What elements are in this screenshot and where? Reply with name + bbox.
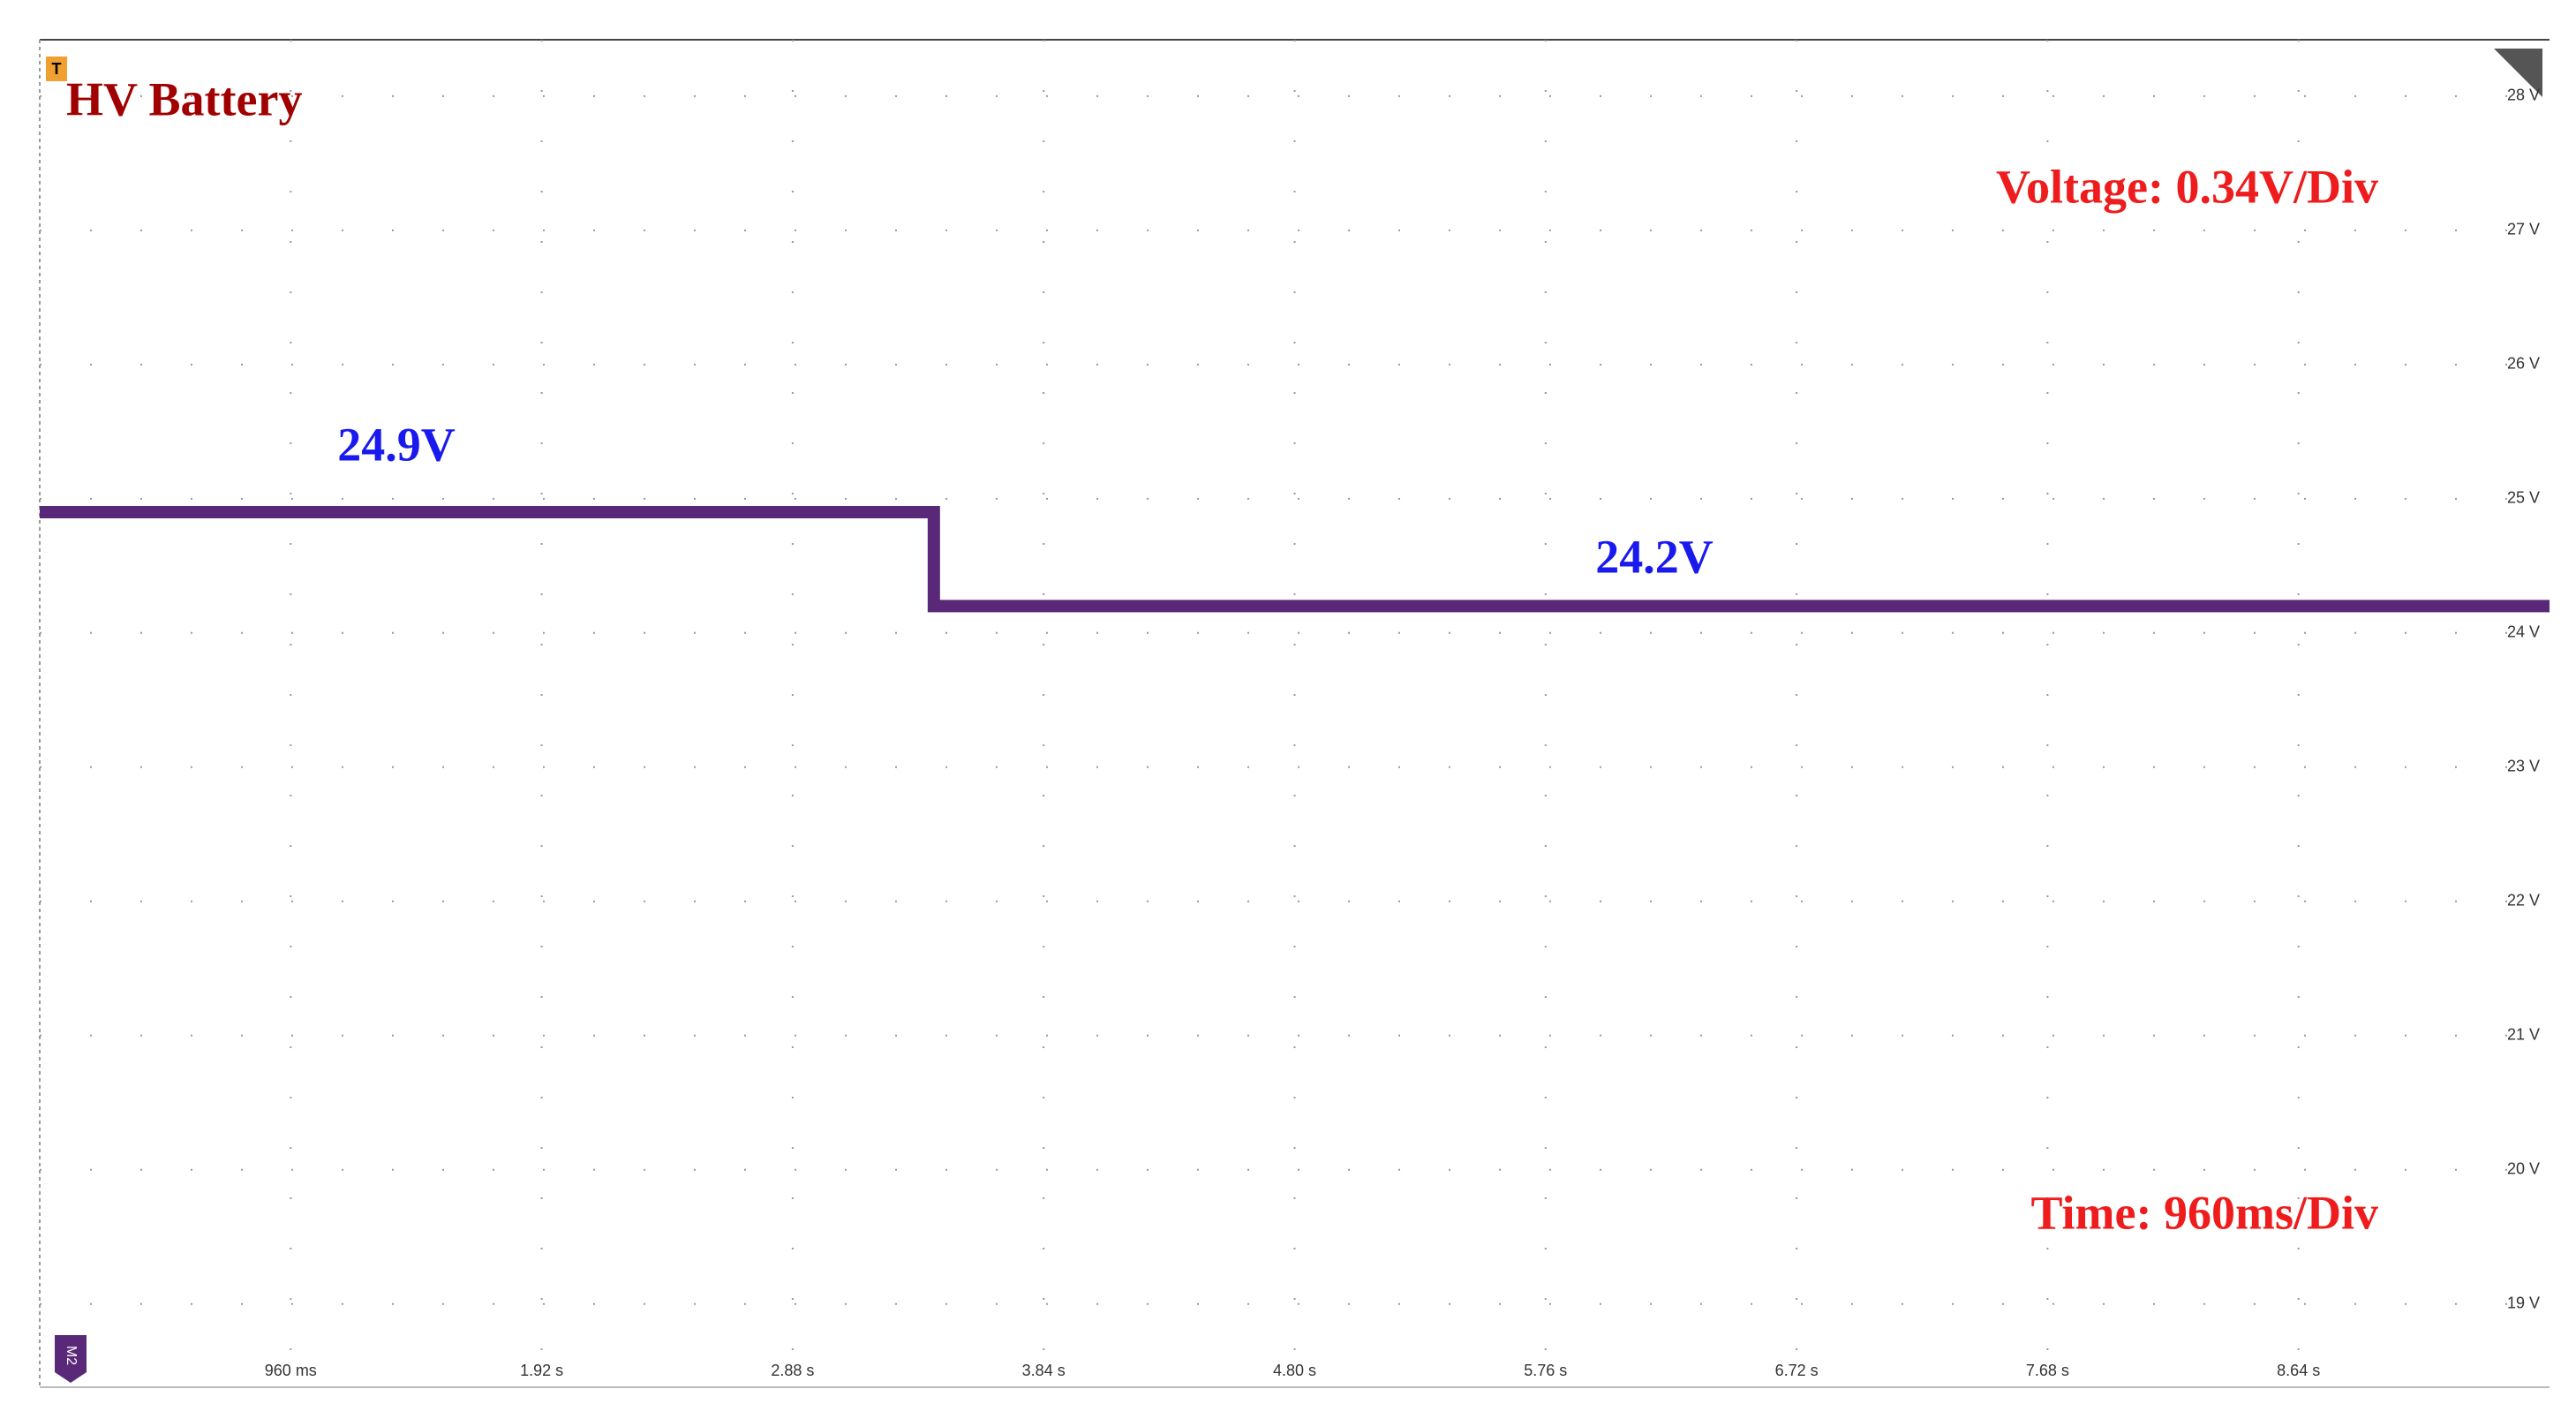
y-tick-label: 21 V bbox=[2507, 1026, 2540, 1044]
y-tick-label: 24 V bbox=[2507, 623, 2540, 641]
x-tick-label: 5.76 s bbox=[1524, 1362, 1567, 1379]
trigger-label: T bbox=[52, 60, 62, 78]
annotation: 24.2V bbox=[1595, 530, 1714, 583]
annotation: Voltage: 0.34V/Div bbox=[1996, 160, 2378, 213]
y-tick-label: 22 V bbox=[2507, 892, 2540, 910]
x-tick-label: 3.84 s bbox=[1022, 1362, 1066, 1379]
x-tick-label: 6.72 s bbox=[1775, 1362, 1819, 1379]
annotation: 24.9V bbox=[337, 418, 456, 471]
y-tick-label: 23 V bbox=[2507, 758, 2540, 775]
x-tick-label: 960 ms bbox=[265, 1362, 317, 1379]
channel-label: M2 bbox=[64, 1346, 79, 1365]
annotation: Time: 960ms/Div bbox=[2031, 1186, 2378, 1239]
y-tick-label: 19 V bbox=[2507, 1294, 2540, 1312]
chart-title: HV Battery bbox=[66, 72, 302, 125]
x-tick-label: 7.68 s bbox=[2026, 1362, 2069, 1379]
y-tick-label: 27 V bbox=[2507, 221, 2540, 238]
x-tick-label: 8.64 s bbox=[2277, 1362, 2320, 1379]
plot bbox=[40, 506, 2550, 613]
channel-icon bbox=[55, 1335, 87, 1383]
y-tick-label: 26 V bbox=[2507, 355, 2540, 373]
y-tick-label: 25 V bbox=[2507, 489, 2540, 507]
trigger-icon bbox=[46, 57, 67, 81]
x-tick-label: 1.92 s bbox=[520, 1362, 563, 1379]
x-tick-label: 2.88 s bbox=[771, 1362, 814, 1379]
x-tick-label: 4.80 s bbox=[1273, 1362, 1316, 1379]
y-tick-label: 20 V bbox=[2507, 1160, 2540, 1178]
y-tick-label: 28 V bbox=[2507, 87, 2540, 104]
zoom-icon bbox=[2494, 49, 2542, 97]
trace bbox=[40, 506, 2550, 613]
